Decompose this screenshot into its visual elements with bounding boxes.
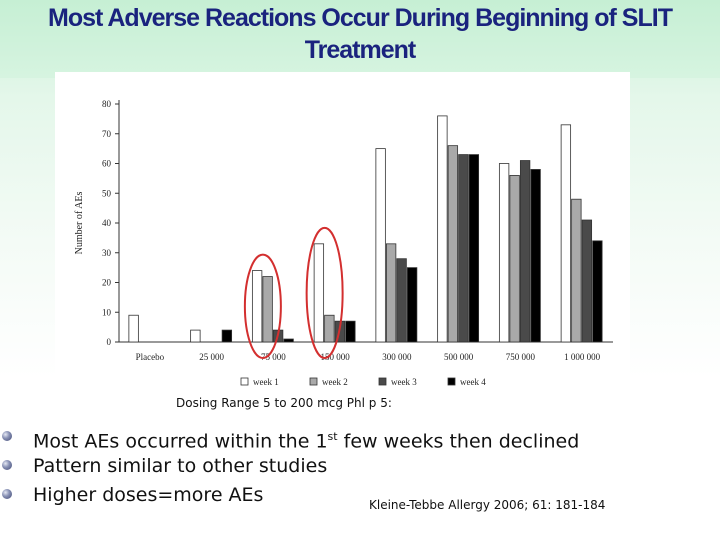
highlight-ellipse [243, 253, 282, 360]
y-tick-label: 30 [102, 248, 112, 258]
bar [221, 329, 233, 343]
x-tick-label: 750 000 [506, 352, 536, 362]
bar [530, 169, 541, 343]
bar [324, 314, 335, 343]
y-tick-label: 10 [102, 307, 112, 317]
bullet-text: Higher doses=more AEs [33, 484, 264, 506]
bar [251, 270, 263, 343]
highlight-ellipse [305, 226, 344, 360]
bar [468, 154, 480, 343]
x-tick-label: 300 000 [382, 352, 412, 362]
x-tick-label: 1 000 000 [564, 352, 601, 362]
legend-swatch [447, 377, 456, 386]
bullet-dot-icon [2, 489, 12, 499]
y-tick-label: 70 [102, 129, 112, 139]
y-tick-label: 80 [102, 99, 112, 109]
y-axis-label: Number of AEs [74, 192, 85, 255]
bar [262, 276, 273, 343]
bar [437, 115, 448, 343]
bullet-text: Pattern similar to other studies [33, 455, 328, 477]
legend-swatch [309, 377, 318, 386]
y-tick-label: 40 [102, 218, 112, 228]
bullet-dot-icon [2, 460, 12, 470]
bar [283, 338, 294, 343]
bar [396, 258, 407, 343]
bar [190, 329, 201, 343]
x-tick-label: 150 000 [321, 352, 351, 362]
x-tick-label: Placebo [136, 352, 165, 362]
bullet-text: Most AEs occurred within the 1st few wee… [33, 430, 580, 453]
y-tick-label: 50 [102, 188, 112, 198]
slide-title: Most Adverse Reactions Occur During Begi… [0, 2, 720, 66]
bar [560, 124, 572, 343]
chart-panel: 0 10 20 30 40 50 60 70 80 Number of AEs Placebo 25 … [55, 72, 630, 402]
legend-label: week 2 [322, 377, 348, 387]
slide-title-line-1: Most Adverse Reactions Occur During Begi… [48, 4, 673, 32]
x-tick-label: 500 000 [444, 352, 474, 362]
bar [128, 314, 139, 343]
x-tick-label: 75 000 [261, 352, 286, 362]
bar [519, 160, 531, 343]
bar [375, 148, 386, 343]
citation: Kleine-Tebbe Allergy 2006; 61: 181-184 [369, 498, 606, 512]
bar [458, 154, 469, 343]
bar [498, 163, 510, 343]
legend-label: week 4 [460, 377, 486, 387]
bar [571, 198, 582, 343]
legend-label: week 1 [253, 377, 279, 387]
slide-title-line-2: Treatment [304, 36, 416, 64]
bar [447, 145, 459, 343]
y-tick-label: 20 [102, 278, 112, 288]
bar-chart: 0 10 20 30 40 50 60 70 80 Number of AEs Placebo 25 … [74, 99, 613, 387]
bar [313, 243, 325, 343]
dosing-caption: Dosing Range 5 to 200 mcg Phl p 5: [176, 396, 392, 410]
legend-swatch [240, 377, 249, 386]
bar [509, 175, 520, 343]
bar [581, 219, 593, 343]
bar [592, 240, 603, 343]
x-tick-label: 25 000 [199, 352, 224, 362]
bar [406, 267, 418, 343]
y-tick-label: 0 [107, 337, 112, 347]
legend-swatch [378, 377, 387, 386]
title-band [0, 0, 720, 78]
bullet-dot-icon [2, 431, 12, 441]
y-tick-label: 60 [102, 159, 112, 169]
bar [385, 243, 397, 343]
bar [345, 320, 356, 343]
legend-label: week 3 [391, 377, 417, 387]
